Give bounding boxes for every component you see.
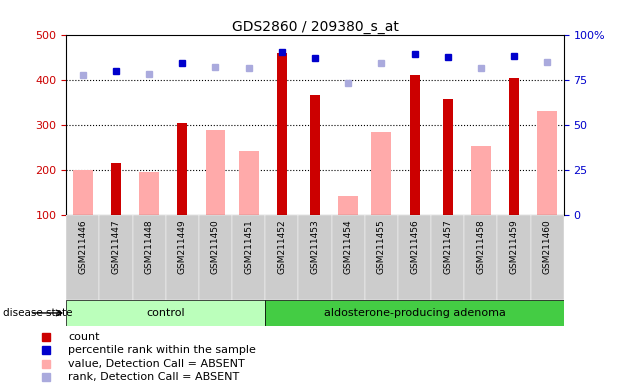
Bar <box>331 215 365 300</box>
Bar <box>265 215 299 300</box>
Text: disease state: disease state <box>3 308 72 318</box>
Bar <box>111 163 121 215</box>
Text: GSM211459: GSM211459 <box>510 219 518 274</box>
Bar <box>299 215 331 300</box>
Bar <box>177 122 187 215</box>
Bar <box>537 111 557 215</box>
Bar <box>166 215 199 300</box>
Bar <box>132 215 166 300</box>
Bar <box>199 215 232 300</box>
Bar <box>205 130 226 215</box>
Bar <box>139 172 159 215</box>
Text: GSM211449: GSM211449 <box>178 219 186 274</box>
Bar <box>498 215 530 300</box>
Text: rank, Detection Call = ABSENT: rank, Detection Call = ABSENT <box>69 372 239 382</box>
Text: GSM211446: GSM211446 <box>78 219 87 274</box>
Bar <box>66 215 100 300</box>
Bar <box>338 195 358 215</box>
Bar <box>372 132 391 215</box>
Text: GSM211447: GSM211447 <box>112 219 120 274</box>
Bar <box>100 215 132 300</box>
Text: aldosterone-producing adenoma: aldosterone-producing adenoma <box>324 308 505 318</box>
Bar <box>509 78 519 215</box>
Bar <box>239 151 258 215</box>
Text: percentile rank within the sample: percentile rank within the sample <box>69 345 256 356</box>
Text: GSM211456: GSM211456 <box>410 219 419 274</box>
Text: control: control <box>146 308 185 318</box>
Text: GSM211450: GSM211450 <box>211 219 220 274</box>
Text: GSM211460: GSM211460 <box>543 219 552 274</box>
Bar <box>431 215 464 300</box>
Text: GSM211455: GSM211455 <box>377 219 386 274</box>
Text: GSM211457: GSM211457 <box>444 219 452 274</box>
Text: count: count <box>69 332 100 342</box>
Text: GSM211452: GSM211452 <box>277 219 286 274</box>
Bar <box>530 215 564 300</box>
Bar <box>66 300 265 326</box>
Text: GSM211454: GSM211454 <box>344 219 353 274</box>
Bar <box>73 170 93 215</box>
Bar <box>464 215 498 300</box>
Bar <box>232 215 265 300</box>
Text: GSM211453: GSM211453 <box>311 219 319 274</box>
Bar <box>365 215 398 300</box>
Bar <box>398 215 431 300</box>
Bar <box>265 300 564 326</box>
Text: value, Detection Call = ABSENT: value, Detection Call = ABSENT <box>69 359 245 369</box>
Text: GSM211451: GSM211451 <box>244 219 253 274</box>
Text: GSM211448: GSM211448 <box>145 219 154 274</box>
Text: GSM211458: GSM211458 <box>476 219 485 274</box>
Title: GDS2860 / 209380_s_at: GDS2860 / 209380_s_at <box>232 20 398 33</box>
Bar <box>443 99 453 215</box>
Bar <box>277 53 287 215</box>
Bar <box>471 146 491 215</box>
Bar <box>310 96 320 215</box>
Bar <box>410 75 420 215</box>
